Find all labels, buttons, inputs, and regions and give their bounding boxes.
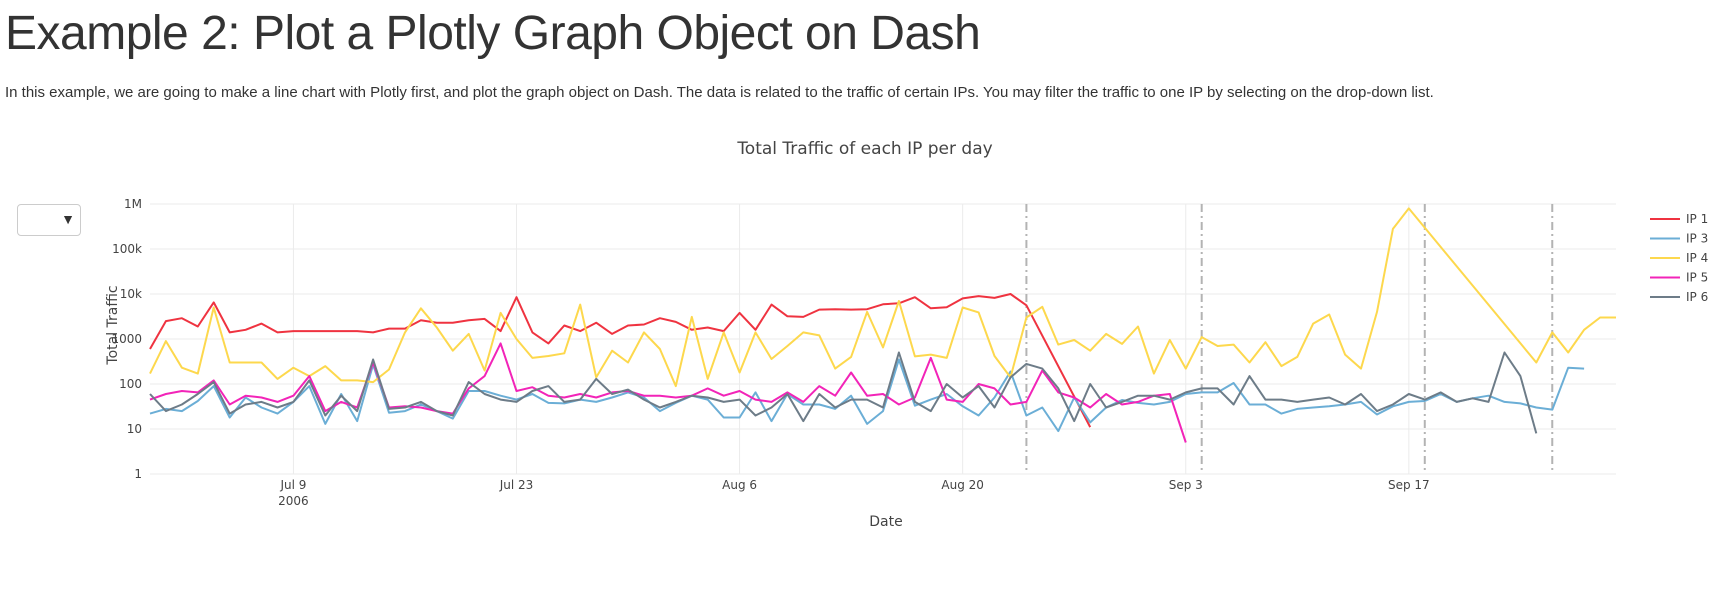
legend-label: IP 5 <box>1686 271 1708 285</box>
chart-grid <box>150 203 1616 475</box>
series-line-ip-5[interactable] <box>149 342 1187 443</box>
page-title: Example 2: Plot a Plotly Graph Object on… <box>5 7 981 60</box>
y-tick-label: 1 <box>134 467 142 481</box>
chevron-down-icon: ▼ <box>61 211 75 227</box>
series-line-ip-6[interactable] <box>149 351 1538 434</box>
legend-item-ip-3[interactable]: IP 3 <box>1650 232 1708 246</box>
ip-filter-dropdown[interactable]: ▼ <box>17 204 81 236</box>
chart-title: Total Traffic of each IP per day <box>736 139 992 159</box>
legend-item-ip-4[interactable]: IP 4 <box>1650 251 1708 265</box>
x-axis-label: Date <box>869 514 902 530</box>
legend-item-ip-5[interactable]: IP 5 <box>1650 271 1708 285</box>
legend-label: IP 6 <box>1686 290 1708 304</box>
x-tick-label: Aug 20 <box>941 478 984 492</box>
x-tick-label: Sep 3 <box>1169 478 1203 492</box>
y-axis-ticks: 1 10 100 1000 10k 100k 1M <box>111 197 142 481</box>
x-tick-label: Jul 23 <box>499 478 534 492</box>
x-tick-label: Sep 17 <box>1388 478 1430 492</box>
y-tick-label: 1000 <box>111 332 142 346</box>
legend-item-ip-1[interactable]: IP 1 <box>1650 212 1708 226</box>
y-tick-label: 100k <box>112 242 142 256</box>
x-axis-ticks: Jul 9 2006 Jul 23 Aug 6 Aug 20 Sep 3 Sep 17 <box>278 478 1430 508</box>
chart-series[interactable] <box>149 207 1616 443</box>
y-tick-label: 10 <box>127 422 142 436</box>
series-line-ip-4[interactable] <box>149 207 1616 388</box>
y-axis-label: Total Traffic <box>105 285 121 365</box>
legend-label: IP 1 <box>1686 212 1708 226</box>
legend-label: IP 4 <box>1686 251 1708 265</box>
y-tick-label: 10k <box>120 287 142 301</box>
series-line-ip-1[interactable] <box>149 293 1092 428</box>
x-tick-label: Aug 6 <box>722 478 757 492</box>
page-description: In this example, we are going to make a … <box>5 84 1434 101</box>
x-tick-label: Jul 9 <box>279 478 306 492</box>
legend-label: IP 3 <box>1686 232 1708 246</box>
x-tick-sublabel: 2006 <box>278 494 309 508</box>
chart-legend[interactable]: IP 1 IP 3 IP 4 IP 5 IP 6 <box>1650 212 1708 304</box>
y-tick-label: 1M <box>124 197 142 211</box>
legend-item-ip-6[interactable]: IP 6 <box>1650 290 1708 304</box>
y-tick-label: 100 <box>119 377 142 391</box>
